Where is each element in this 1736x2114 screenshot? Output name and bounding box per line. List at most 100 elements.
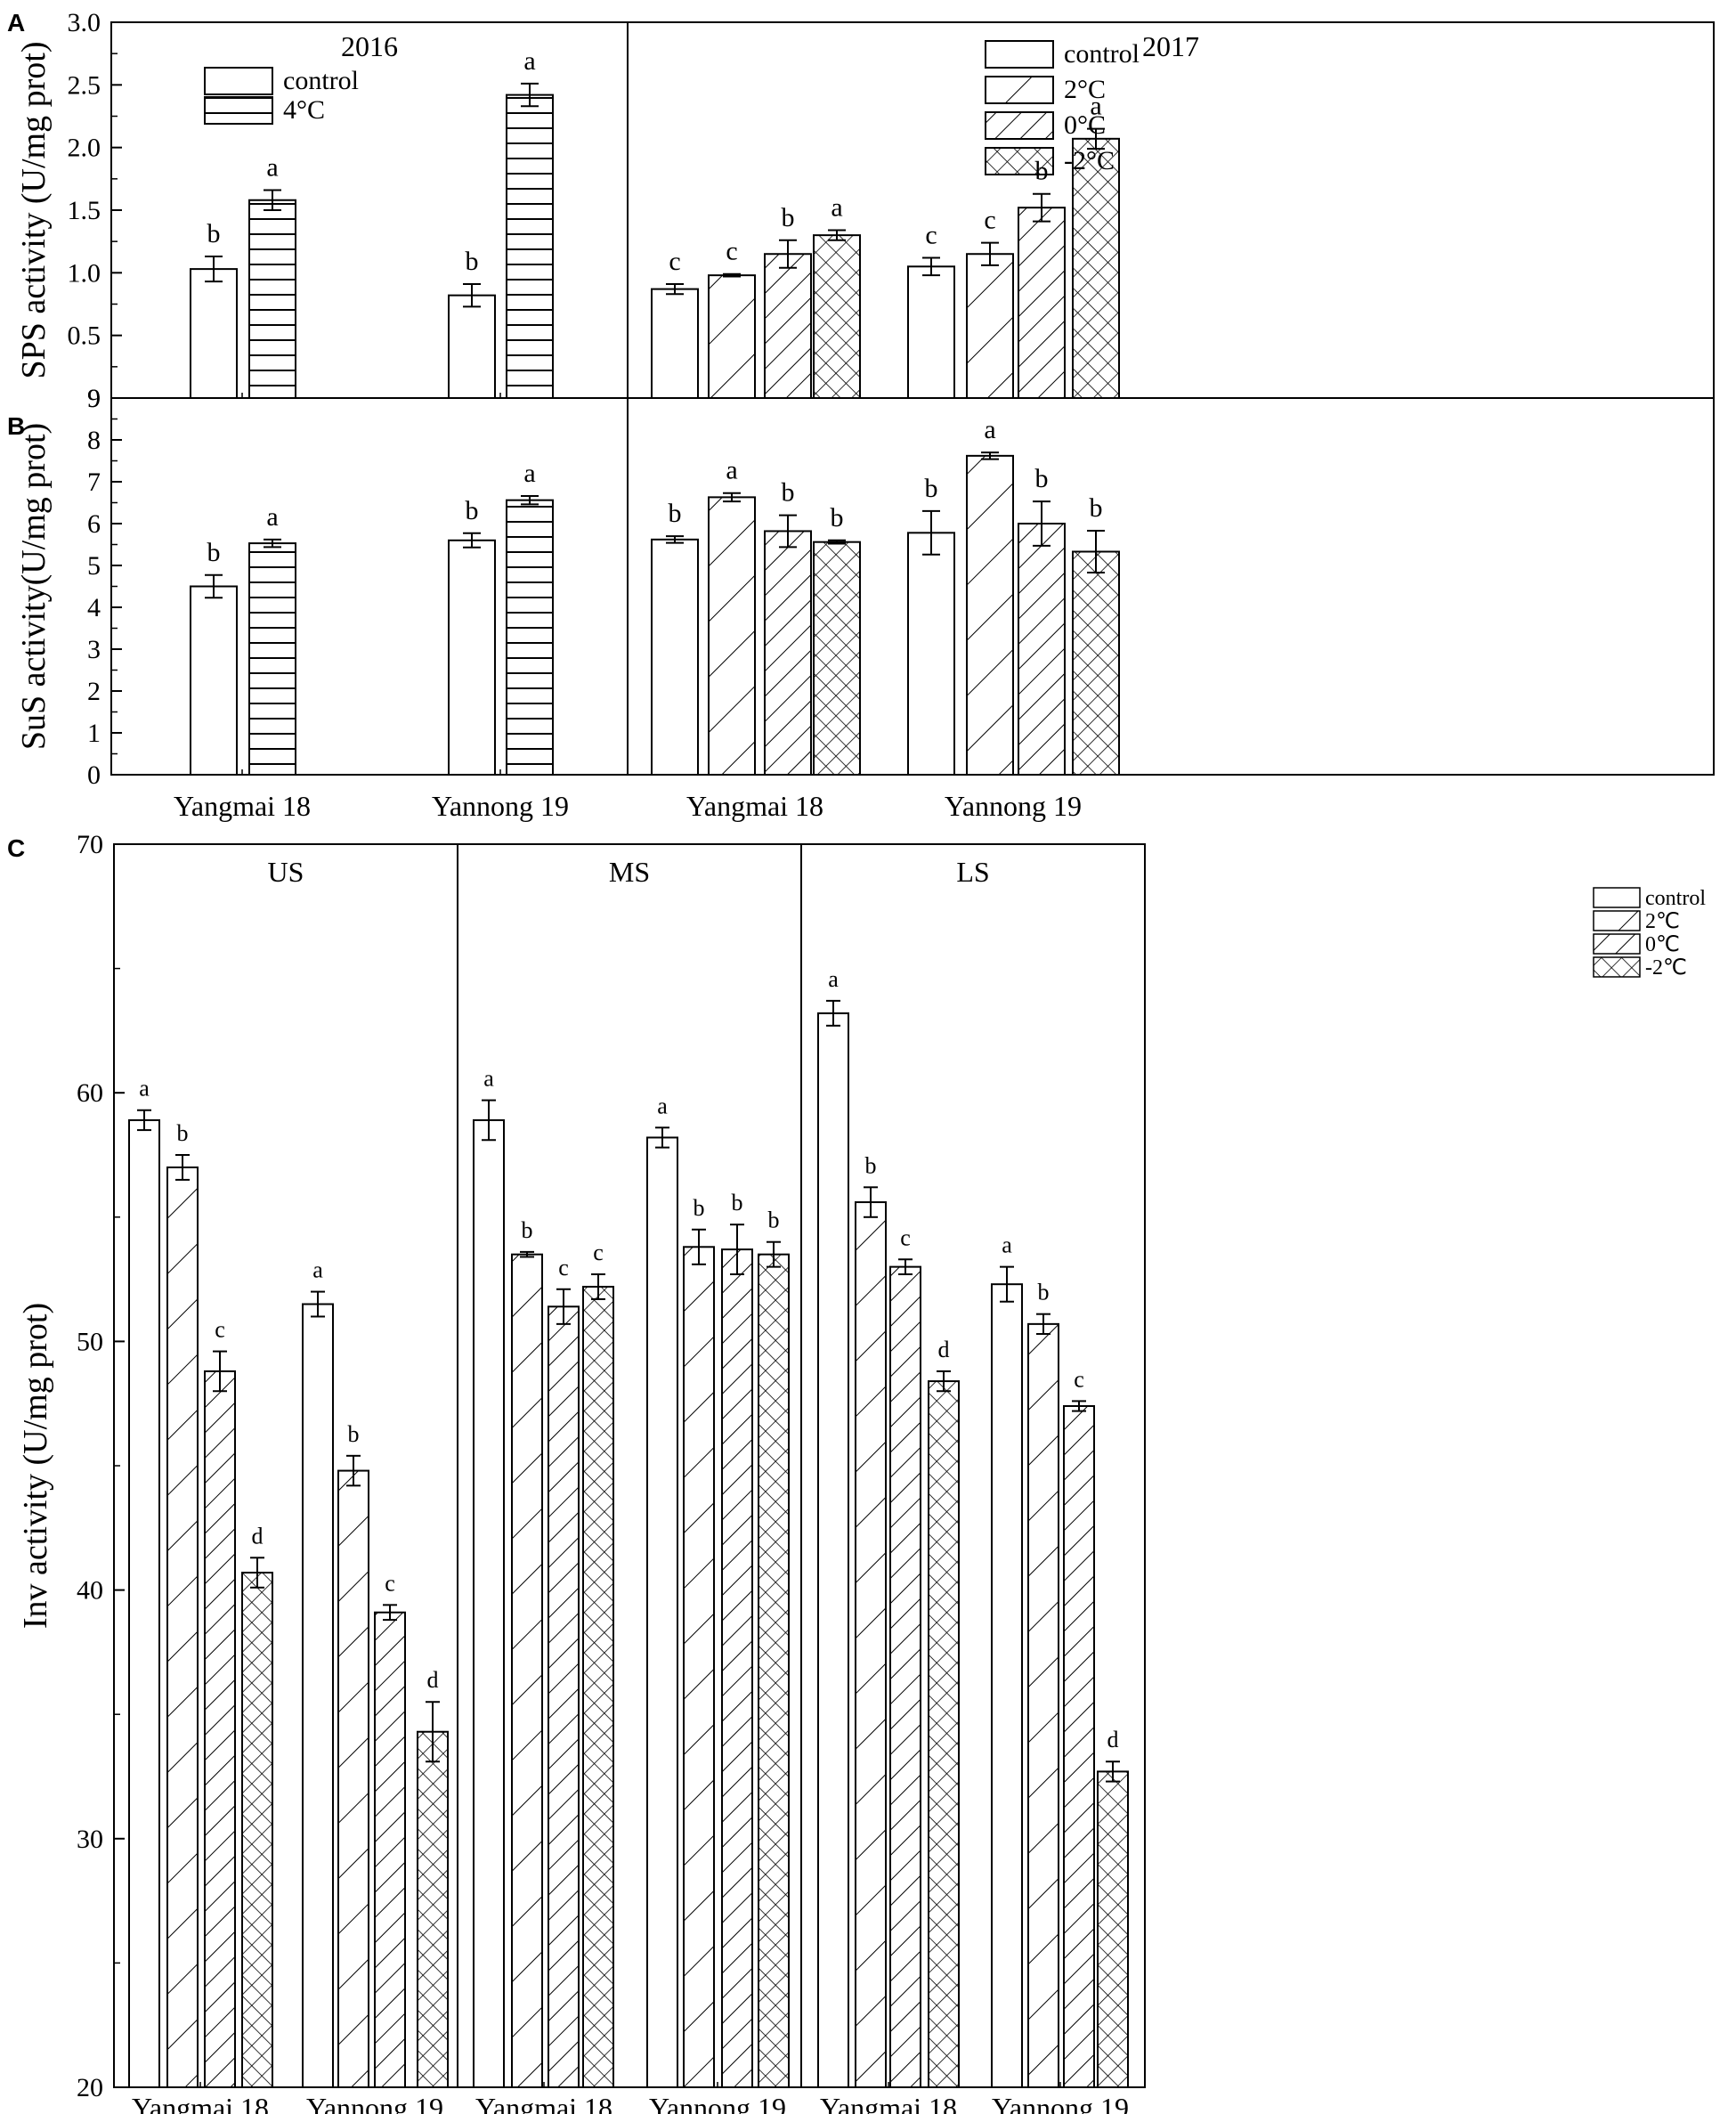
legend-label: -2℃ <box>1645 956 1687 980</box>
significance-letter: b <box>1035 464 1049 493</box>
x-category-label: Yannong 19 <box>945 790 1082 822</box>
significance-letter: b <box>1038 1280 1050 1305</box>
y-tick-label-c: 20 <box>77 2073 103 2102</box>
bar-b-1--2C-0 <box>813 541 861 776</box>
significance-letter: b <box>1090 493 1103 523</box>
x-category-label: Yangmai 18 <box>686 790 823 822</box>
legend-swatch <box>985 147 1054 175</box>
significance-letter: b <box>348 1421 360 1447</box>
legend-swatch <box>204 96 273 125</box>
legend-swatch <box>1593 933 1641 955</box>
bar-c-1-control-0 <box>473 1118 505 2088</box>
y-tick-label-a: 1.5 <box>68 196 101 225</box>
significance-letter: a <box>1002 1232 1012 1258</box>
bar-b-1-control-1 <box>907 532 955 776</box>
significance-letter: c <box>1074 1366 1084 1392</box>
panel-title-c-2: LS <box>956 856 989 888</box>
significance-letter: b <box>694 1195 705 1221</box>
significance-letter: c <box>669 247 680 276</box>
y-tick-label-b: 3 <box>87 635 101 664</box>
x-category-label: Yannong 19 <box>306 2092 443 2114</box>
panel-letter-c: C <box>7 834 25 862</box>
panel-frame-c-2 <box>800 843 1146 2088</box>
y-tick-label-c: 60 <box>77 1078 103 1108</box>
significance-letter: a <box>266 152 278 182</box>
significance-letter: c <box>558 1255 569 1281</box>
legend-swatch <box>985 40 1054 69</box>
bar-c-0-2-0 <box>166 1166 199 2088</box>
bar-c-2-0-1 <box>1063 1404 1095 2088</box>
y-tick-label-b: 8 <box>87 426 101 455</box>
bar-a-0-4C-0 <box>248 199 296 399</box>
bar-c-2-2-0 <box>855 1201 887 2088</box>
legend-label: 0°C <box>1064 110 1106 140</box>
panel-letter-a: A <box>7 9 25 37</box>
legend-swatch <box>1593 887 1641 908</box>
bar-c-2-control-0 <box>817 1012 849 2088</box>
significance-letter: c <box>385 1570 395 1596</box>
significance-letter: a <box>726 456 737 485</box>
significance-letter: a <box>312 1257 323 1283</box>
significance-letter: a <box>139 1076 150 1102</box>
bar-c-2-control-1 <box>991 1283 1023 2088</box>
significance-letter: c <box>215 1317 225 1343</box>
bar-b-0-4C-1 <box>506 499 554 776</box>
bar-c-2-0-0 <box>889 1265 921 2088</box>
bar-b-1-control-0 <box>651 538 699 776</box>
y-axis-title-b: SuS activity(U/mg prot) <box>15 423 53 750</box>
y-tick-label-a: 0.5 <box>68 321 101 351</box>
y-axis-title-a: SPS activity (U/mg prot) <box>15 42 53 379</box>
legend-swatch <box>985 111 1054 140</box>
y-tick-label-b: 9 <box>87 384 101 413</box>
y-axis-title-c: Inv activity (U/mg prot) <box>17 1303 54 1629</box>
panel-frame-c-0 <box>113 843 458 2088</box>
significance-letter: d <box>252 1523 264 1549</box>
bar-a-0-4C-1 <box>506 94 554 399</box>
bar-a-0-control-0 <box>190 268 238 400</box>
x-category-label: Yangmai 18 <box>132 2092 269 2114</box>
bar-b-1-0C-1 <box>1018 523 1066 776</box>
bar-a-1-0C-1 <box>1018 207 1066 399</box>
significance-letter: a <box>483 1066 494 1092</box>
significance-letter: b <box>782 203 795 232</box>
significance-letter: b <box>782 478 795 508</box>
bar-c-0-control-1 <box>302 1303 334 2088</box>
significance-letter: a <box>828 966 839 992</box>
bar-c-2--2-1 <box>1097 1770 1129 2089</box>
bar-b-1-2C-1 <box>966 454 1014 776</box>
significance-letter: b <box>177 1120 189 1146</box>
y-tick-label-b: 2 <box>87 677 101 706</box>
panel-title-c-0: US <box>268 856 304 888</box>
panel-title-a-1: 2017 <box>1142 30 1199 62</box>
significance-letter: c <box>984 206 995 235</box>
significance-letter: b <box>207 538 221 567</box>
significance-letter: a <box>523 459 535 488</box>
x-category-label: Yannong 19 <box>432 790 569 822</box>
y-tick-label-c: 40 <box>77 1576 103 1606</box>
legend-label: control <box>283 66 359 95</box>
significance-letter: c <box>593 1240 604 1265</box>
bar-c-0-2-1 <box>337 1469 369 2088</box>
x-category-label: Yangmai 18 <box>475 2092 612 2114</box>
x-category-label: Yannong 19 <box>992 2092 1129 2114</box>
y-tick-label-b: 5 <box>87 551 101 581</box>
legend-swatch <box>1593 910 1641 931</box>
bar-b-0-control-1 <box>448 539 496 776</box>
bar-c-2--2-0 <box>928 1380 960 2088</box>
x-category-label: Yangmai 18 <box>820 2092 957 2114</box>
y-tick-label-b: 4 <box>87 593 101 622</box>
bar-b-0-4C-0 <box>248 542 296 776</box>
bar-c-1--2-1 <box>758 1253 790 2089</box>
legend-swatch <box>985 76 1054 104</box>
significance-letter: b <box>466 247 479 276</box>
y-tick-label-c: 50 <box>77 1327 103 1356</box>
significance-letter: b <box>466 496 479 525</box>
bar-c-0--2-1 <box>417 1730 449 2089</box>
significance-letter: b <box>831 503 844 533</box>
significance-letter: a <box>266 502 278 532</box>
panel-title-a-0: 2016 <box>341 30 398 62</box>
legend-swatch <box>1593 956 1641 978</box>
significance-letter: b <box>669 499 682 528</box>
panel-frame-b-1 <box>627 397 1715 776</box>
